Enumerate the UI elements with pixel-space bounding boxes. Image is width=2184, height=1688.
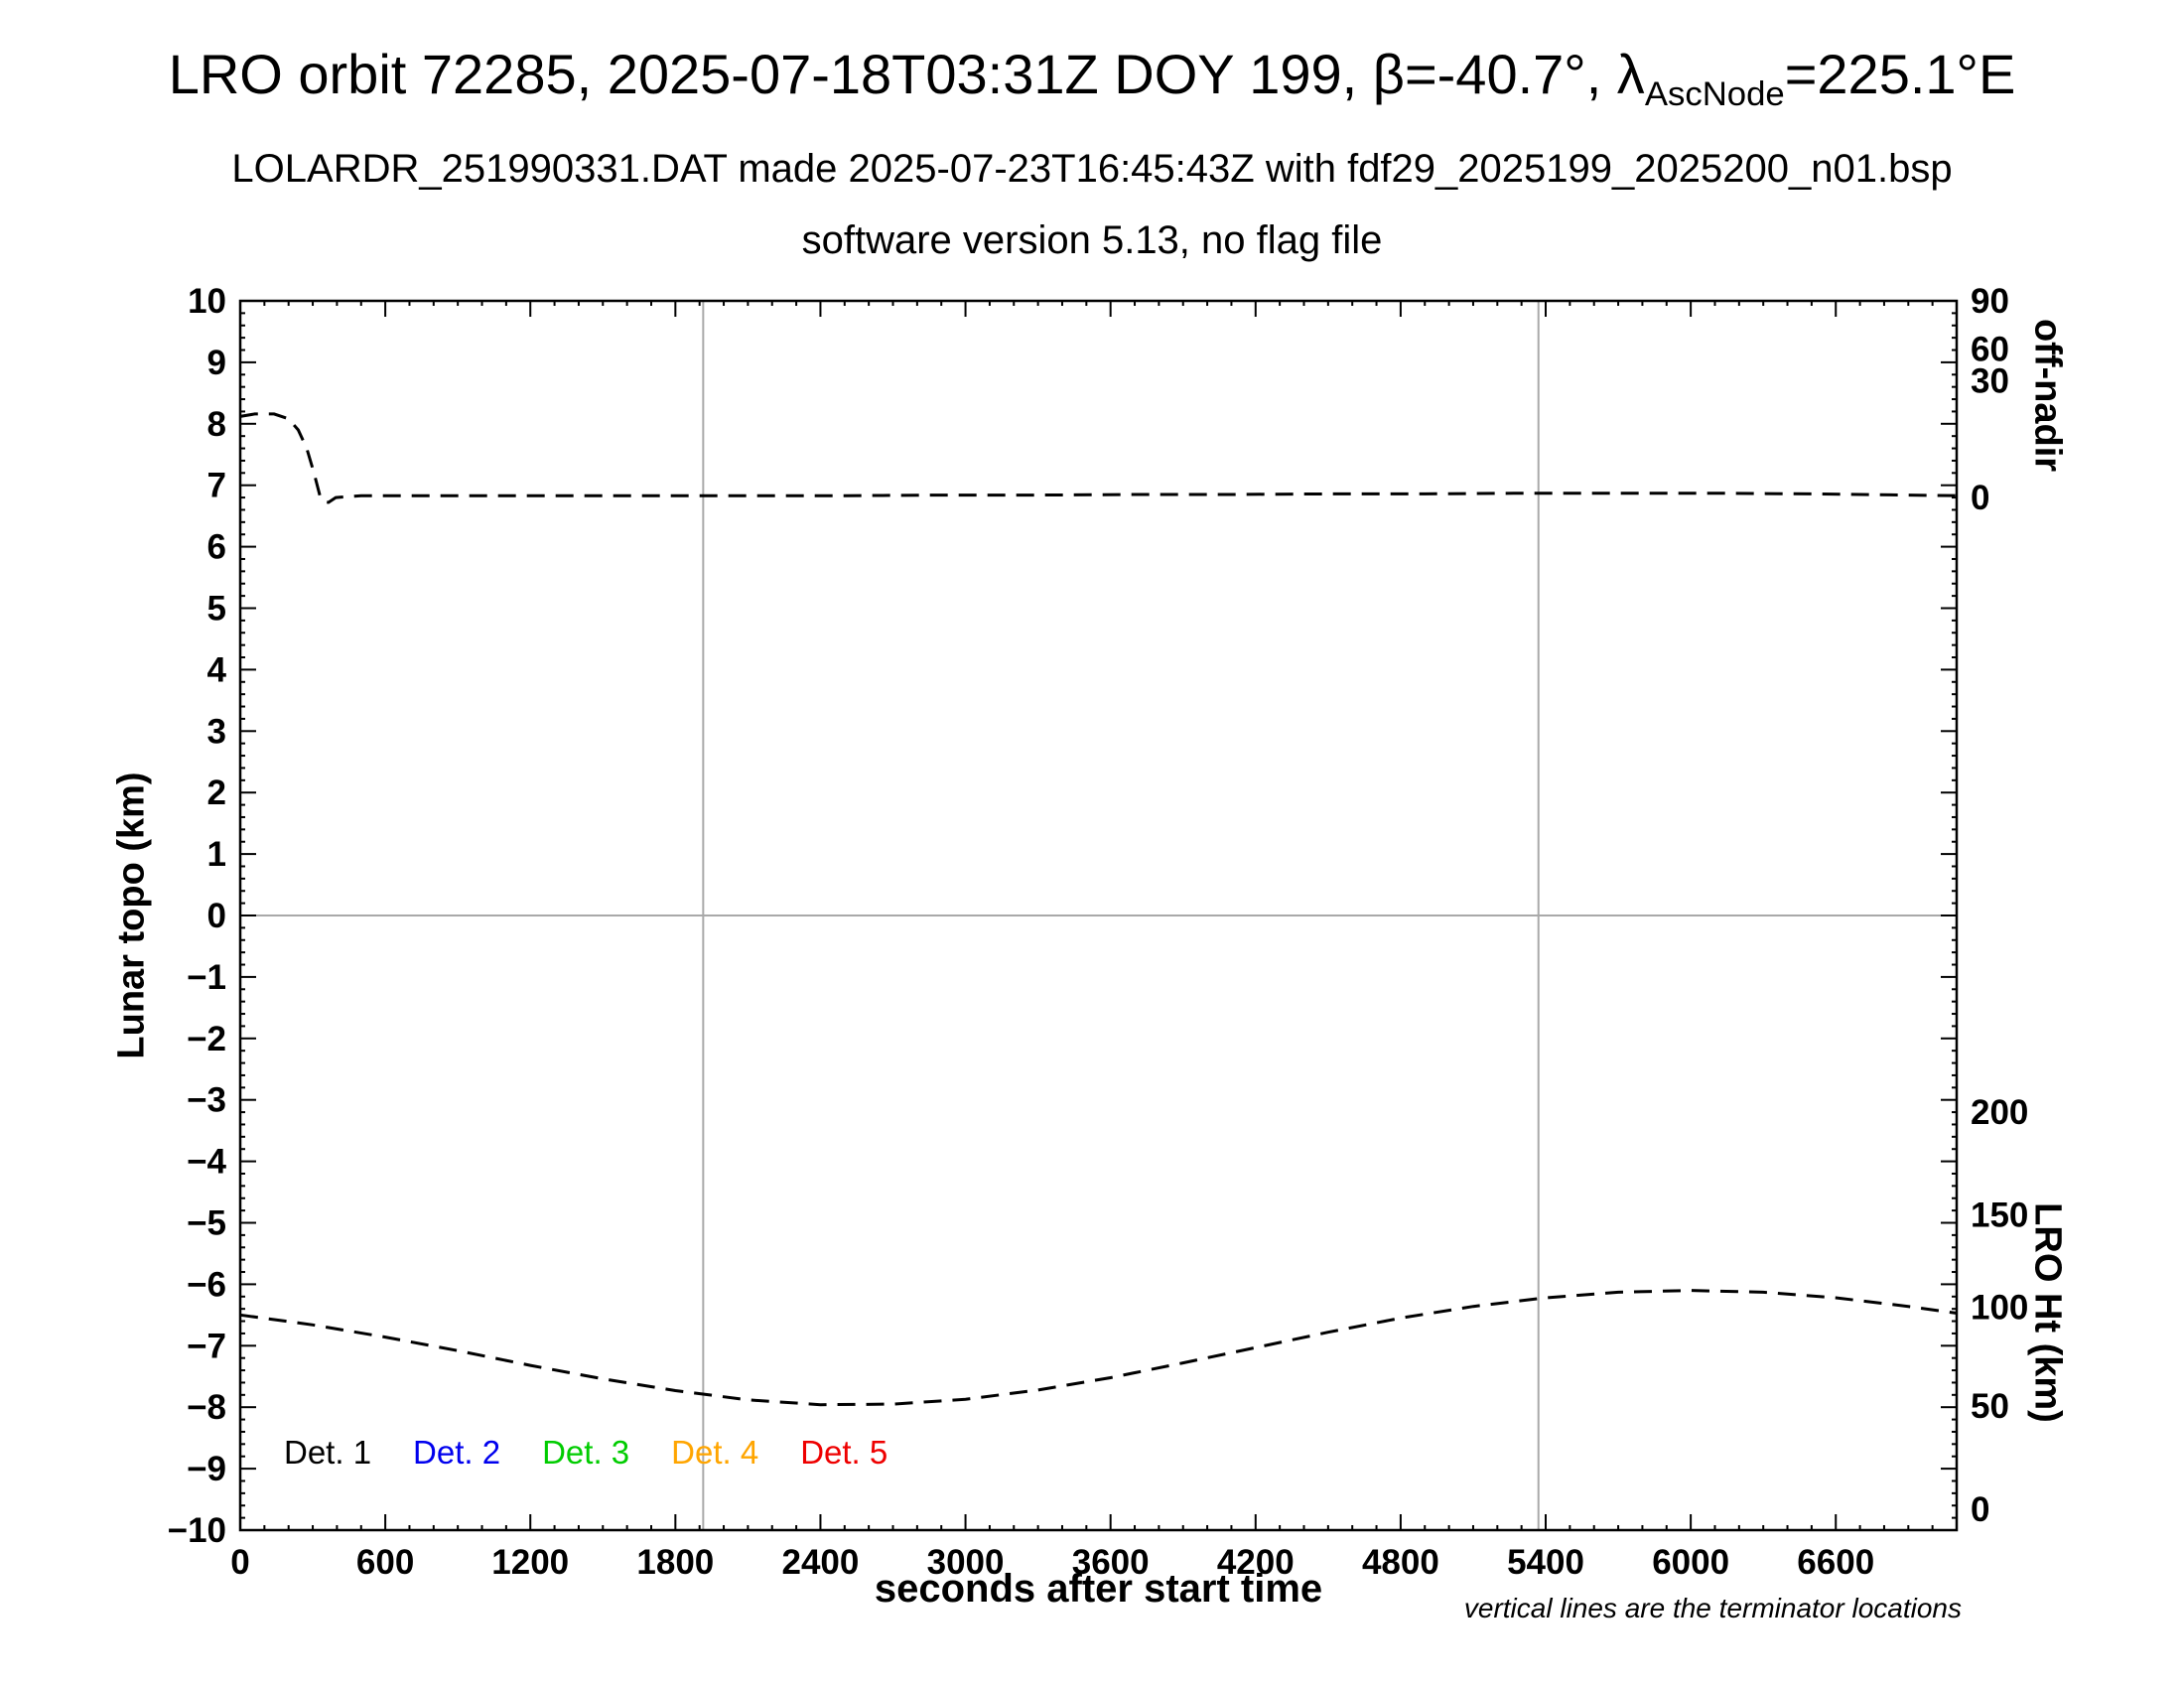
x-tick-label: 3000 (927, 1543, 1005, 1582)
detector-legend: Det. 1 Det. 2 Det. 3 Det. 4 Det. 5 (284, 1434, 887, 1472)
y-left-tick-label: 4 (207, 650, 227, 689)
x-tick-label: 5400 (1507, 1543, 1584, 1582)
lro-ht-tick-label: 50 (1971, 1387, 2009, 1426)
lro-ht-tick-label: 0 (1971, 1490, 1989, 1529)
legend-item-4: Det. 4 (671, 1434, 759, 1471)
y-left-tick-label: 1 (207, 835, 226, 874)
y-left-tick-label: −4 (187, 1143, 226, 1182)
legend-item-2: Det. 2 (413, 1434, 501, 1471)
legend-item-3: Det. 3 (542, 1434, 630, 1471)
lro-ht-tick-label: 200 (1971, 1093, 2028, 1132)
y-left-tick-label: 8 (207, 405, 226, 444)
y-left-tick-label: −3 (187, 1081, 226, 1120)
y-left-tick-label: 6 (207, 528, 226, 567)
lro-ht-tick-label: 100 (1971, 1288, 2028, 1327)
x-tick-label: 6600 (1797, 1543, 1874, 1582)
page-title: LRO orbit 72285, 2025-07-18T03:31Z DOY 1… (0, 42, 2184, 114)
x-tick-label: 1800 (636, 1543, 714, 1582)
y-left-tick-label: −5 (187, 1204, 226, 1243)
title-suffix: =225.1°E (1784, 43, 2016, 105)
x-tick-label: 2400 (782, 1543, 860, 1582)
legend-item-5: Det. 5 (800, 1434, 888, 1471)
y-left-tick-label: −8 (187, 1388, 226, 1427)
y-left-tick-label: 7 (207, 467, 226, 505)
off-nadir-tick-label: 90 (1971, 282, 2009, 321)
y-left-tick-label: −1 (187, 958, 226, 997)
off-nadir-tick-label: 60 (1971, 330, 2009, 368)
off-nadir-tick-label: 0 (1971, 479, 1989, 517)
y-left-tick-label: −9 (187, 1450, 226, 1488)
y-left-tick-label: −10 (168, 1511, 226, 1550)
x-tick-label: 600 (356, 1543, 414, 1582)
series-curve-LRO-height (239, 1289, 1958, 1407)
y-left-tick-label: 0 (207, 897, 226, 935)
subtitle-file-info: LOLARDR_251990331.DAT made 2025-07-23T16… (231, 147, 1953, 191)
x-tick-label: 1200 (491, 1543, 569, 1582)
legend-item-1: Det. 1 (284, 1434, 372, 1471)
plot-border (238, 299, 1959, 1532)
y-left-tick-label: 10 (188, 282, 226, 321)
y-left-tick-label: 5 (207, 590, 226, 629)
x-axis-title: seconds after start time (874, 1567, 1323, 1611)
y-left-tick-label: 3 (207, 712, 226, 751)
x-tick-label: 4200 (1217, 1543, 1295, 1582)
title-subscript: AscNode (1644, 75, 1785, 114)
y-left-tick-label: −2 (187, 1020, 226, 1058)
series-curve-off-nadir-angle (239, 412, 1958, 504)
x-tick-label: 3600 (1072, 1543, 1150, 1582)
title-main: LRO orbit 72285, 2025-07-18T03:31Z DOY 1… (168, 43, 1645, 105)
x-tick-label: 4800 (1362, 1543, 1439, 1582)
y-left-tick-label: −7 (187, 1327, 226, 1365)
y-left-tick-label: −6 (187, 1265, 226, 1304)
x-tick-label: 6000 (1652, 1543, 1729, 1582)
lro-ht-tick-label: 150 (1971, 1196, 2028, 1234)
y-left-tick-label: 9 (207, 344, 226, 382)
y-left-tick-label: 2 (207, 774, 226, 812)
off-nadir-tick-label: 30 (1971, 361, 2009, 400)
x-tick-label: 0 (230, 1543, 249, 1582)
terminator-note: vertical lines are the terminator locati… (1463, 1593, 1962, 1623)
reference-lines (240, 301, 1957, 1530)
subtitle-software-version: software version 5.13, no flag file (801, 218, 1383, 262)
